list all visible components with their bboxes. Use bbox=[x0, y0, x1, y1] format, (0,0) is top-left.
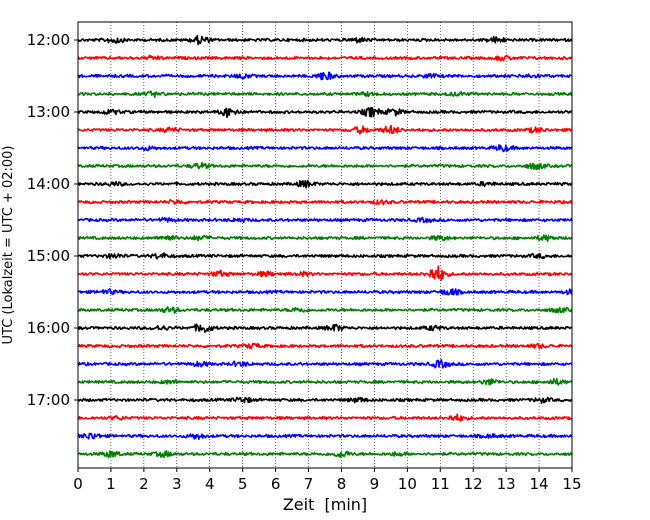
y-tick-label: 16:00 bbox=[27, 319, 70, 337]
trace-1600 bbox=[77, 323, 573, 334]
trace-1300 bbox=[77, 106, 573, 119]
x-tick-label: 14 bbox=[530, 475, 549, 493]
x-tick-label: 4 bbox=[205, 475, 215, 493]
x-axis-label: Zeit [min] bbox=[283, 495, 367, 514]
y-tick-label: 13:00 bbox=[27, 103, 70, 121]
plot-frame bbox=[77, 21, 573, 469]
trace-1200 bbox=[77, 34, 573, 46]
trace-1245 bbox=[77, 90, 573, 98]
trace-1545 bbox=[77, 306, 573, 314]
x-tick-label: 3 bbox=[172, 475, 182, 493]
y-tick-label: 15:00 bbox=[27, 247, 70, 265]
x-tick-label: 10 bbox=[398, 475, 417, 493]
trace-1415 bbox=[77, 199, 573, 206]
y-tick-label: 14:00 bbox=[27, 175, 70, 193]
trace-1215 bbox=[77, 54, 573, 62]
trace-1230 bbox=[77, 71, 573, 81]
trace-1645 bbox=[77, 377, 573, 386]
trace-1445 bbox=[77, 234, 573, 243]
trace-1630 bbox=[77, 359, 573, 369]
trace-1745 bbox=[77, 450, 573, 459]
x-tick-label: 1 bbox=[106, 475, 116, 493]
trace-1430 bbox=[77, 216, 573, 224]
x-tick-label: 11 bbox=[431, 475, 450, 493]
x-tick-label: 13 bbox=[497, 475, 516, 493]
trace-1615 bbox=[77, 342, 573, 350]
trace-1500 bbox=[77, 252, 573, 260]
trace-1700 bbox=[77, 396, 573, 405]
x-tick-label: 5 bbox=[238, 475, 248, 493]
x-tick-label: 2 bbox=[139, 475, 149, 493]
y-tick-label: 12:00 bbox=[27, 31, 70, 49]
x-tick-label: 7 bbox=[304, 475, 314, 493]
x-tick-label: 6 bbox=[271, 475, 281, 493]
trace-group bbox=[77, 34, 573, 459]
trace-1315 bbox=[77, 124, 573, 135]
trace-1530 bbox=[77, 288, 573, 296]
trace-1715 bbox=[77, 413, 573, 422]
trace-1730 bbox=[77, 432, 573, 440]
trace-1515 bbox=[77, 265, 573, 281]
x-tick-label: 0 bbox=[73, 475, 83, 493]
x-tick-label: 12 bbox=[464, 475, 483, 493]
trace-1345 bbox=[77, 161, 573, 171]
x-tick-label: 8 bbox=[337, 475, 347, 493]
trace-1330 bbox=[77, 144, 573, 153]
y-tick-label: 17:00 bbox=[27, 391, 70, 409]
grid-lines bbox=[110, 22, 540, 468]
x-tick-label: 15 bbox=[562, 475, 581, 493]
trace-1400 bbox=[77, 179, 573, 189]
x-tick-label: 9 bbox=[370, 475, 380, 493]
y-axis-label: UTC (Lokalzeit = UTC + 02:00) bbox=[1, 146, 16, 345]
